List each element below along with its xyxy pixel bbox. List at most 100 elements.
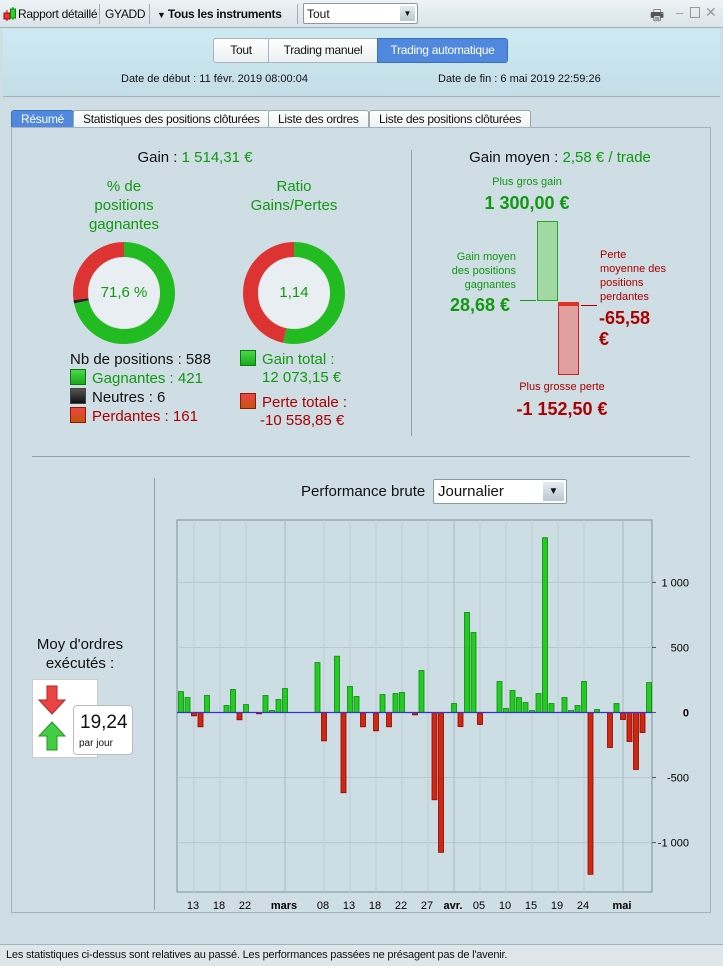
filter-select[interactable]: Tout ▼ bbox=[303, 3, 418, 24]
positions-legend: Nb de positions : 588 Gagnantes : 421 Ne… bbox=[70, 350, 211, 426]
chevron-down-icon: ▼ bbox=[543, 482, 564, 501]
bar-negative bbox=[340, 712, 347, 794]
ratio-title: Ratio Gains/Pertes bbox=[250, 178, 338, 214]
bar-positive bbox=[184, 697, 191, 713]
bar-positive bbox=[574, 705, 581, 713]
bar-negative bbox=[639, 712, 646, 733]
bar-negative bbox=[620, 712, 626, 720]
bar-positive bbox=[334, 655, 340, 713]
gain-summary: Gain : 1 514,31 € bbox=[137, 149, 253, 166]
bar-positive bbox=[542, 537, 548, 713]
minimize-icon[interactable]: – bbox=[676, 5, 684, 20]
y-tick-label: 1 000 bbox=[661, 577, 689, 589]
bar-positive bbox=[204, 695, 210, 713]
x-tick-label: avr. bbox=[444, 900, 463, 912]
avg-loss-value: -65,58 € bbox=[599, 308, 651, 349]
divider bbox=[411, 150, 412, 436]
period-select[interactable]: Journalier ▼ bbox=[433, 479, 567, 504]
y-tick-label: -500 bbox=[667, 773, 689, 785]
account-id: GYADD bbox=[105, 7, 146, 21]
win-pct-value: 71,6 % bbox=[100, 284, 148, 301]
bar-negative bbox=[321, 712, 327, 742]
performance-chart: 1 000 500 0 -500 -1 000 13 18 22 mars 08 13 18 22 27 a… bbox=[176, 519, 689, 912]
green-swatch bbox=[70, 369, 86, 385]
orders-unit: par jour bbox=[79, 738, 113, 749]
bar-positive bbox=[262, 695, 269, 713]
x-tick-label: 15 bbox=[525, 900, 537, 912]
bar-positive bbox=[464, 612, 470, 713]
bar-positive bbox=[223, 705, 230, 713]
bar-negative bbox=[633, 712, 639, 770]
bar-positive bbox=[399, 692, 405, 713]
y-tick-label: 500 bbox=[671, 642, 689, 654]
close-icon[interactable]: ✕ bbox=[705, 4, 717, 20]
biggest-loss-label: Plus grosse perte bbox=[519, 381, 605, 393]
footer-disclaimer: Les statistiques ci-dessus sont relative… bbox=[0, 944, 723, 966]
x-tick-label: 18 bbox=[213, 900, 225, 912]
x-tick-label: 18 bbox=[369, 900, 381, 912]
orders-value-box: 19,24 par jour bbox=[73, 705, 133, 755]
biggest-gain-value: 1 300,00 € bbox=[484, 193, 570, 213]
bar-positive bbox=[522, 702, 529, 713]
x-tick-label: 05 bbox=[473, 900, 485, 912]
arrow-right-icon bbox=[520, 300, 536, 301]
bar-positive bbox=[275, 699, 282, 713]
tab-liste-ordres[interactable]: Liste des ordres bbox=[268, 110, 369, 128]
red-swatch bbox=[70, 407, 86, 423]
avg-win-label: Gain moyen des positions gagnantes bbox=[451, 251, 516, 291]
bar-negative bbox=[607, 712, 613, 748]
bar-positive bbox=[509, 690, 516, 713]
avg-loss-label: Perte moyenne des positions perdantes bbox=[600, 249, 667, 303]
instruments-dropdown[interactable]: ▼ Tous les instruments bbox=[157, 7, 282, 21]
bar-negative bbox=[236, 712, 243, 721]
bar-negative bbox=[477, 712, 483, 725]
arrow-left-icon bbox=[581, 305, 597, 306]
bar-positive bbox=[613, 703, 620, 713]
ratio-donut bbox=[243, 242, 345, 344]
gain-bar bbox=[537, 221, 558, 301]
loss-bar bbox=[558, 302, 579, 375]
black-swatch bbox=[70, 388, 86, 404]
bar-positive bbox=[178, 691, 184, 713]
bar-negative bbox=[626, 712, 633, 742]
end-date: Date de fin : 6 mai 2019 22:59:26 bbox=[438, 73, 601, 85]
maximize-icon[interactable] bbox=[690, 7, 700, 18]
bar-positive bbox=[470, 632, 477, 713]
tab-resume[interactable]: Résumé bbox=[11, 110, 74, 128]
segment-tout[interactable]: Tout bbox=[213, 38, 269, 63]
red-swatch bbox=[240, 393, 256, 409]
tab-liste-positions[interactable]: Liste des positions clôturées bbox=[369, 110, 532, 128]
biggest-gain-label: Plus gros gain bbox=[492, 176, 562, 188]
win-pct-donut bbox=[73, 242, 175, 344]
bar-positive bbox=[282, 688, 288, 713]
bar-positive bbox=[561, 697, 568, 713]
segment-trading-automatique[interactable]: Trading automatique bbox=[377, 38, 508, 63]
x-tick-label: 27 bbox=[421, 900, 433, 912]
bar-positive bbox=[230, 689, 236, 713]
divider bbox=[32, 456, 690, 457]
legend-neutral: Neutres : 6 bbox=[70, 388, 211, 407]
bar-negative bbox=[457, 712, 464, 727]
legend-winners: Gagnantes : 421 bbox=[70, 369, 211, 388]
biggest-loss-value: -1 152,50 € bbox=[516, 399, 608, 419]
bar-positive bbox=[581, 681, 587, 713]
bar-negative bbox=[373, 712, 379, 732]
instruments-label: Tous les instruments bbox=[167, 7, 282, 21]
bar-negative bbox=[197, 712, 204, 728]
ratio-value: 1,14 bbox=[279, 284, 309, 301]
x-tick-label: 13 bbox=[343, 900, 355, 912]
bar-positive bbox=[535, 693, 542, 713]
bar-negative bbox=[431, 712, 438, 801]
tab-statistiques[interactable]: Statistiques des positions clôturées bbox=[73, 110, 270, 128]
segment-trading-manuel[interactable]: Trading manuel bbox=[268, 38, 378, 63]
start-date: Date de début : 11 févr. 2019 08:00:04 bbox=[121, 73, 308, 85]
avg-win-value: 28,68 € bbox=[450, 295, 511, 315]
print-icon[interactable]: 🖶 bbox=[650, 7, 665, 24]
bar-positive bbox=[347, 686, 353, 713]
orders-value: 19,24 bbox=[80, 712, 128, 733]
losers-segment bbox=[73, 242, 175, 344]
avg-gain: Gain moyen : 2,58 € / trade bbox=[469, 149, 651, 166]
totals-legend: Gain total : 12 073,15 € Perte totale : … bbox=[240, 350, 347, 430]
y-tick-label: -1 000 bbox=[658, 838, 689, 850]
bar-negative bbox=[360, 712, 366, 728]
